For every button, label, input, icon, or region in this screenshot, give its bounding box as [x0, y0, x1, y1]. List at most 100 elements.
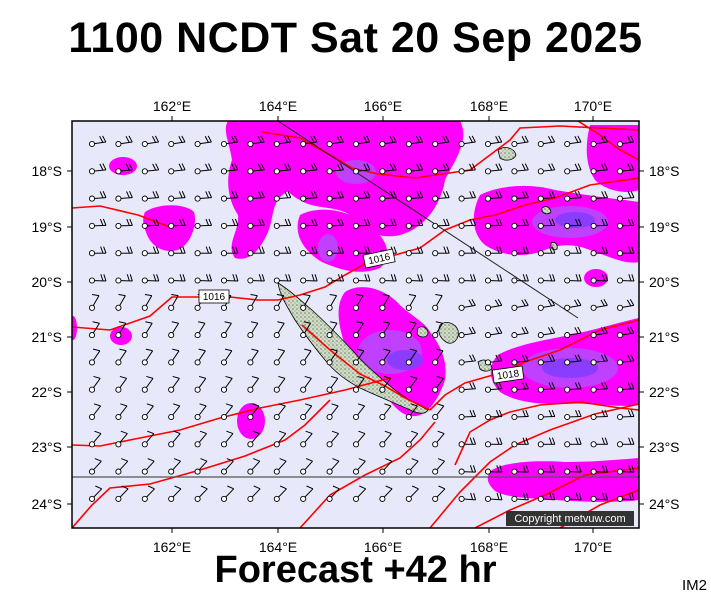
- wind-barb: [616, 274, 635, 284]
- wind-barb: [88, 218, 107, 229]
- wind-barb: [273, 246, 292, 257]
- wind-barb: [247, 163, 265, 175]
- wind-barb: [590, 246, 609, 257]
- wind-barb: [458, 326, 476, 339]
- wind-barb: [432, 485, 446, 502]
- wind-barb: [247, 430, 260, 448]
- wind-barb: [194, 403, 207, 421]
- wind-barb: [432, 163, 450, 175]
- wind-barb: [220, 274, 239, 284]
- wind-barb: [405, 321, 417, 339]
- wind-barb: [115, 274, 133, 284]
- wind-barb: [511, 218, 529, 229]
- wind-barb: [405, 191, 424, 202]
- wind-barb: [432, 246, 450, 257]
- wind-barb: [352, 458, 366, 475]
- wind-barb: [352, 321, 364, 339]
- lat-label-left-19: 19°S: [31, 219, 62, 235]
- wind-barb: [326, 191, 345, 202]
- wind-barb: [247, 293, 258, 311]
- wind-barb: [273, 375, 286, 393]
- wind-barb: [273, 135, 292, 148]
- wind-barb: [564, 354, 582, 366]
- wind-barb: [168, 458, 181, 475]
- wind-barb: [484, 274, 503, 284]
- wind-barb: [273, 458, 287, 475]
- wind-barb: [511, 135, 529, 148]
- page-title: 1100 NCDT Sat 20 Sep 2025: [68, 14, 643, 62]
- landmasses: [277, 147, 558, 414]
- wind-barb: [352, 191, 371, 202]
- wind-barb: [537, 246, 556, 257]
- wind-barb: [379, 348, 391, 366]
- wind-barb: [616, 135, 635, 148]
- wind-barb: [379, 321, 391, 339]
- wind-barb: [590, 299, 608, 311]
- lon-label-bottom-164: 164°E: [259, 539, 297, 555]
- wind-barb: [484, 465, 503, 475]
- wind-barb: [247, 321, 259, 339]
- wind-barb: [537, 465, 556, 475]
- wind-barb: [141, 403, 154, 421]
- wind-barb: [220, 163, 239, 175]
- wind-barb: [432, 458, 445, 475]
- wind-barb: [458, 492, 477, 502]
- wind-barb: [379, 458, 393, 475]
- wind-barb: [326, 321, 338, 339]
- wind-barb: [300, 485, 314, 502]
- wind-barb: [168, 403, 181, 421]
- wind-barb: [168, 191, 186, 202]
- lon-label-top-170: 170°E: [574, 98, 612, 114]
- wind-barb: [300, 135, 318, 148]
- wind-barb: [273, 485, 287, 502]
- lat-label-left-21: 21°S: [31, 329, 62, 345]
- wind-barb: [405, 430, 419, 448]
- wind-barb: [115, 430, 128, 448]
- wind-barb: [432, 430, 445, 448]
- wind-barb: [511, 382, 529, 393]
- wind-barb: [326, 218, 345, 229]
- wind-barb: [484, 163, 503, 175]
- lat-label-left-18: 18°S: [31, 163, 62, 179]
- wind-barb: [616, 218, 635, 229]
- wind-barb: [484, 492, 503, 502]
- wind-barb: [141, 321, 153, 339]
- wind-barb: [379, 375, 392, 393]
- wind-barb: [273, 274, 292, 284]
- wind-barb: [616, 437, 635, 448]
- lon-label-top-168: 168°E: [470, 98, 508, 114]
- isobar-label-2-text: 1016: [367, 252, 391, 267]
- wind-barb: [141, 458, 155, 475]
- wind-barb: [432, 135, 450, 148]
- copyright-text: Copyright metvuw.com: [514, 513, 625, 525]
- wind-barb: [326, 163, 344, 175]
- lat-label-left-20: 20°S: [31, 274, 62, 290]
- wind-barb: [326, 246, 345, 257]
- copyright-box: Copyright metvuw.com: [506, 511, 634, 526]
- wind-barb: [405, 458, 419, 475]
- wind-barb: [511, 354, 529, 366]
- wind-barb: [168, 274, 186, 284]
- wind-barb: [141, 218, 160, 229]
- wind-barb: [194, 246, 213, 257]
- wind-barb: [379, 218, 397, 229]
- wind-barb: [405, 293, 417, 311]
- wind-barb: [616, 492, 635, 502]
- wind-barb: [590, 437, 609, 448]
- wind-barb: [88, 191, 107, 202]
- wind-barb: [168, 246, 186, 257]
- wind-barb: [352, 135, 371, 148]
- wind-barb: [432, 191, 450, 202]
- wind-barb: [432, 375, 444, 393]
- lat-label-left-22: 22°S: [31, 384, 62, 400]
- wind-barb: [88, 246, 107, 257]
- wind-barb: [484, 299, 503, 311]
- isobar-label-1-text: 1016: [203, 292, 226, 303]
- wind-barb: [273, 321, 285, 339]
- wind-barb: [168, 135, 186, 148]
- wind-barb: [88, 403, 102, 421]
- wind-barb: [564, 191, 582, 202]
- wind-barb: [511, 465, 529, 475]
- wind-barb: [616, 163, 635, 175]
